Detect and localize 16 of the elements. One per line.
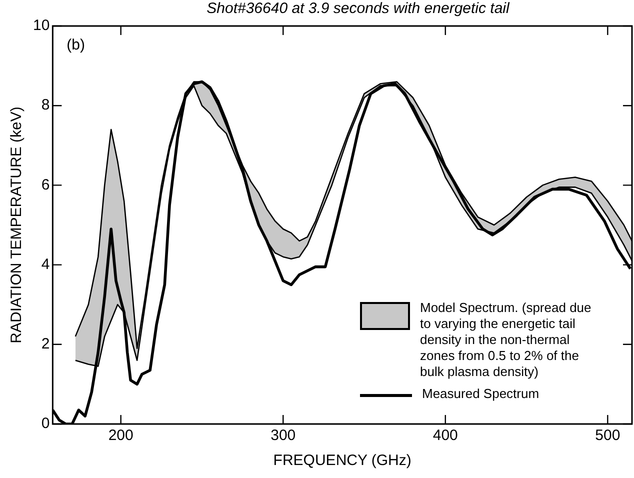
y-tick-label: 10 (32, 17, 50, 34)
x-tick-label: 200 (108, 427, 134, 444)
x-tick-label: 400 (432, 427, 458, 444)
y-axis-title: RADIATION TEMPERATURE (keV) (8, 106, 26, 344)
y-tick-label: 2 (41, 336, 50, 353)
annotation: (b) (66, 36, 86, 54)
y-tick-label: 0 (41, 415, 50, 432)
y-tick-label: 8 (41, 96, 50, 114)
legend-label: Measured Spectrum (422, 386, 540, 402)
x-axis-title: FREQUENCY (GHz) (273, 452, 412, 470)
chart-title: Shot#36640 at 3.9 seconds with energetic tail (206, 0, 511, 17)
x-tick-label: 300 (270, 427, 296, 444)
x-tick-label: 500 (595, 427, 620, 444)
y-tick-label: 4 (41, 256, 50, 273)
legend-label: Model Spectrum. (spread due to varying the energetic tail density in the non-thermal zones from 0.5 to 2% of the bulk plasma density) (420, 300, 592, 380)
y-tick-label: 6 (41, 176, 50, 194)
